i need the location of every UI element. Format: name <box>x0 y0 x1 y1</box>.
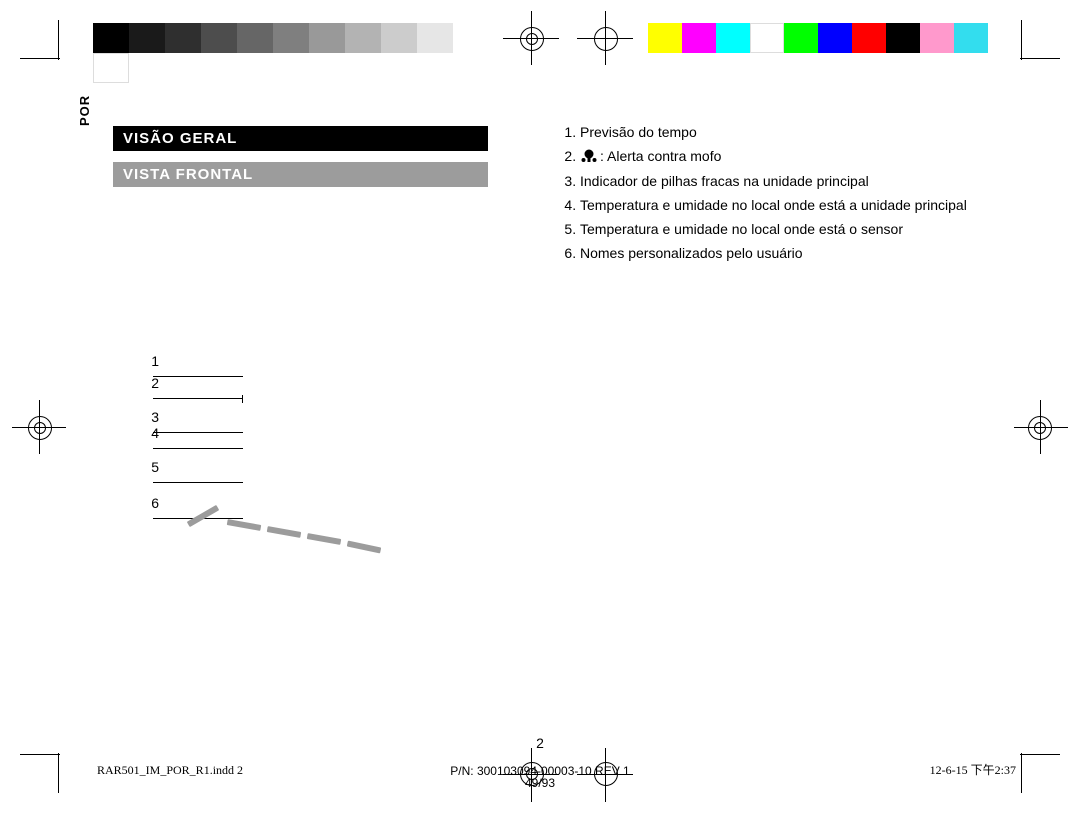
swatch <box>345 23 381 53</box>
callout-4: 4 <box>147 425 243 439</box>
callout-line <box>153 448 243 449</box>
crop-mark <box>1020 58 1060 59</box>
swatch <box>93 53 129 83</box>
swatch <box>682 23 716 53</box>
description-item-2: : Alerta contra mofo <box>580 148 986 165</box>
dash-stroke <box>307 533 342 545</box>
calibration-strip-grayscale <box>93 23 488 53</box>
swatch <box>381 23 417 53</box>
callout-number: 2 <box>147 376 159 390</box>
dash-stroke <box>347 541 382 554</box>
swatch <box>237 23 273 53</box>
dash-stroke <box>227 519 262 531</box>
footer-page-count: 49/93 <box>0 776 1080 790</box>
callout-line <box>153 398 243 399</box>
language-tab: POR <box>77 95 92 126</box>
swatch <box>201 23 237 53</box>
description-text: : Alerta contra mofo <box>600 148 721 164</box>
callout-3: 3 <box>147 409 243 423</box>
description-item-4: Temperatura e umidade no local onde está… <box>580 197 986 213</box>
page-number: 2 <box>0 735 1080 751</box>
swatch <box>273 23 309 53</box>
dash-stroke <box>267 526 302 538</box>
callout-5: 5 <box>147 459 243 473</box>
description-text: Previsão do tempo <box>580 124 697 140</box>
swatch <box>129 23 165 53</box>
description-item-3: Indicador de pilhas fracas na unidade pr… <box>580 173 986 189</box>
swatch <box>818 23 852 53</box>
callout-descriptions: Previsão do tempo : Alerta contra mofo Ind… <box>556 124 986 269</box>
footer-datetime: 12-6-15 下午2:37 <box>930 761 1016 778</box>
calibration-strip-color <box>648 23 988 53</box>
callout-line <box>153 482 243 483</box>
callout-1: 1 <box>147 353 243 367</box>
description-item-5: Temperatura e umidade no local onde está… <box>580 221 986 237</box>
registration-mark <box>594 27 618 51</box>
crop-mark <box>20 754 60 755</box>
callout-2: 2 <box>147 375 243 389</box>
footer-filename: RAR501_IM_POR_R1.indd 2 <box>97 763 243 778</box>
description-text: Temperatura e umidade no local onde está… <box>580 197 967 213</box>
mold-alert-icon <box>580 149 598 163</box>
callout-number: 3 <box>147 410 159 424</box>
heading-overview: VISÃO GERAL <box>113 126 488 151</box>
description-text: Temperatura e umidade no local onde está… <box>580 221 903 237</box>
description-item-6: Nomes personalizados pelo usuário <box>580 245 986 261</box>
description-text: Indicador de pilhas fracas na unidade pr… <box>580 173 869 189</box>
registration-mark <box>1034 422 1046 434</box>
callout-number: 5 <box>147 460 159 474</box>
swatch <box>852 23 886 53</box>
page-canvas: POR VISÃO GERAL VISTA FRONTAL 1 2 3 4 5 6 Pre… <box>0 0 1080 813</box>
swatch <box>93 23 129 53</box>
callout-number: 1 <box>147 354 159 368</box>
crop-mark <box>58 20 59 60</box>
swatch <box>750 23 784 53</box>
swatch <box>886 23 920 53</box>
description-item-1: Previsão do tempo <box>580 124 986 140</box>
crop-mark <box>1020 754 1060 755</box>
heading-front-view: VISTA FRONTAL <box>113 162 488 187</box>
callout-number: 6 <box>147 496 159 510</box>
registration-mark <box>34 422 46 434</box>
callout-6: 6 <box>147 495 243 509</box>
callout-tick <box>242 395 243 403</box>
swatch <box>309 23 345 53</box>
description-text: Nomes personalizados pelo usuário <box>580 245 803 261</box>
swatch <box>648 23 682 53</box>
swatch <box>165 23 201 53</box>
swatch <box>417 23 453 53</box>
swatch <box>954 23 988 53</box>
swatch <box>784 23 818 53</box>
crop-mark <box>1021 20 1022 60</box>
callout-number: 4 <box>147 426 159 440</box>
registration-mark <box>526 33 538 45</box>
swatch <box>920 23 954 53</box>
crop-mark <box>20 58 60 59</box>
swatch <box>716 23 750 53</box>
